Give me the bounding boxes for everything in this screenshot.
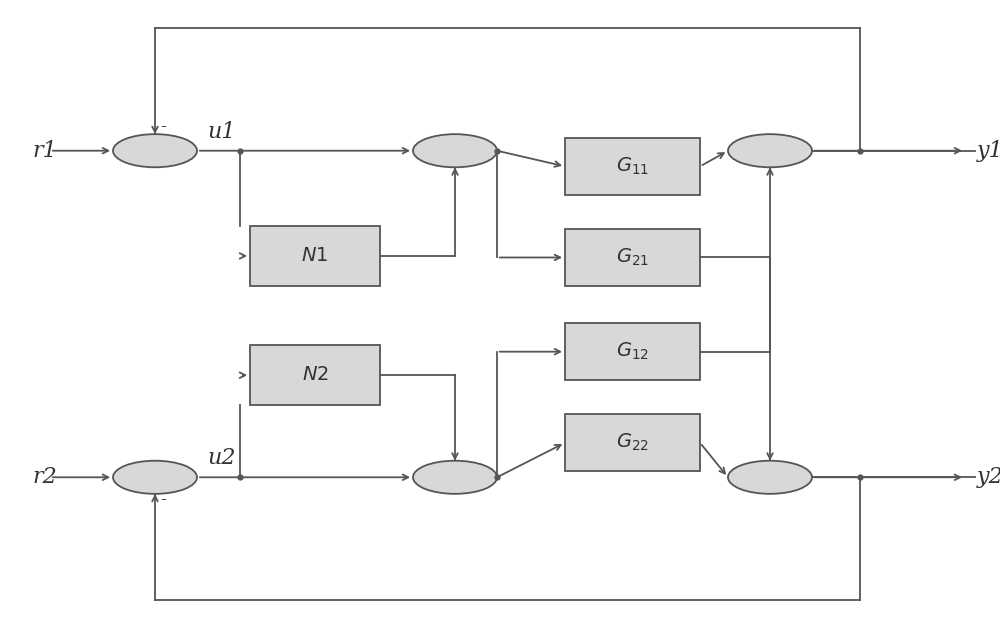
FancyBboxPatch shape	[565, 138, 700, 195]
Ellipse shape	[728, 134, 812, 167]
Ellipse shape	[728, 461, 812, 494]
FancyBboxPatch shape	[250, 345, 380, 405]
Text: $G_{11}$: $G_{11}$	[616, 156, 649, 177]
Ellipse shape	[113, 134, 197, 167]
Ellipse shape	[413, 461, 497, 494]
Text: $G_{22}$: $G_{22}$	[616, 432, 649, 453]
FancyBboxPatch shape	[565, 229, 700, 286]
Text: $N2$: $N2$	[302, 366, 328, 384]
Text: -: -	[160, 492, 166, 509]
Text: -: -	[160, 119, 166, 136]
Text: u1: u1	[208, 121, 236, 143]
FancyBboxPatch shape	[250, 226, 380, 286]
Ellipse shape	[413, 134, 497, 167]
Text: y1: y1	[977, 139, 1000, 162]
Text: u2: u2	[208, 447, 236, 470]
FancyBboxPatch shape	[565, 323, 700, 380]
Text: r2: r2	[33, 466, 57, 489]
Text: r1: r1	[33, 139, 57, 162]
Text: y2: y2	[977, 466, 1000, 489]
Text: $G_{12}$: $G_{12}$	[616, 341, 649, 362]
Text: $N1$: $N1$	[301, 247, 329, 265]
Text: $G_{21}$: $G_{21}$	[616, 247, 649, 268]
Ellipse shape	[113, 461, 197, 494]
FancyBboxPatch shape	[565, 414, 700, 471]
